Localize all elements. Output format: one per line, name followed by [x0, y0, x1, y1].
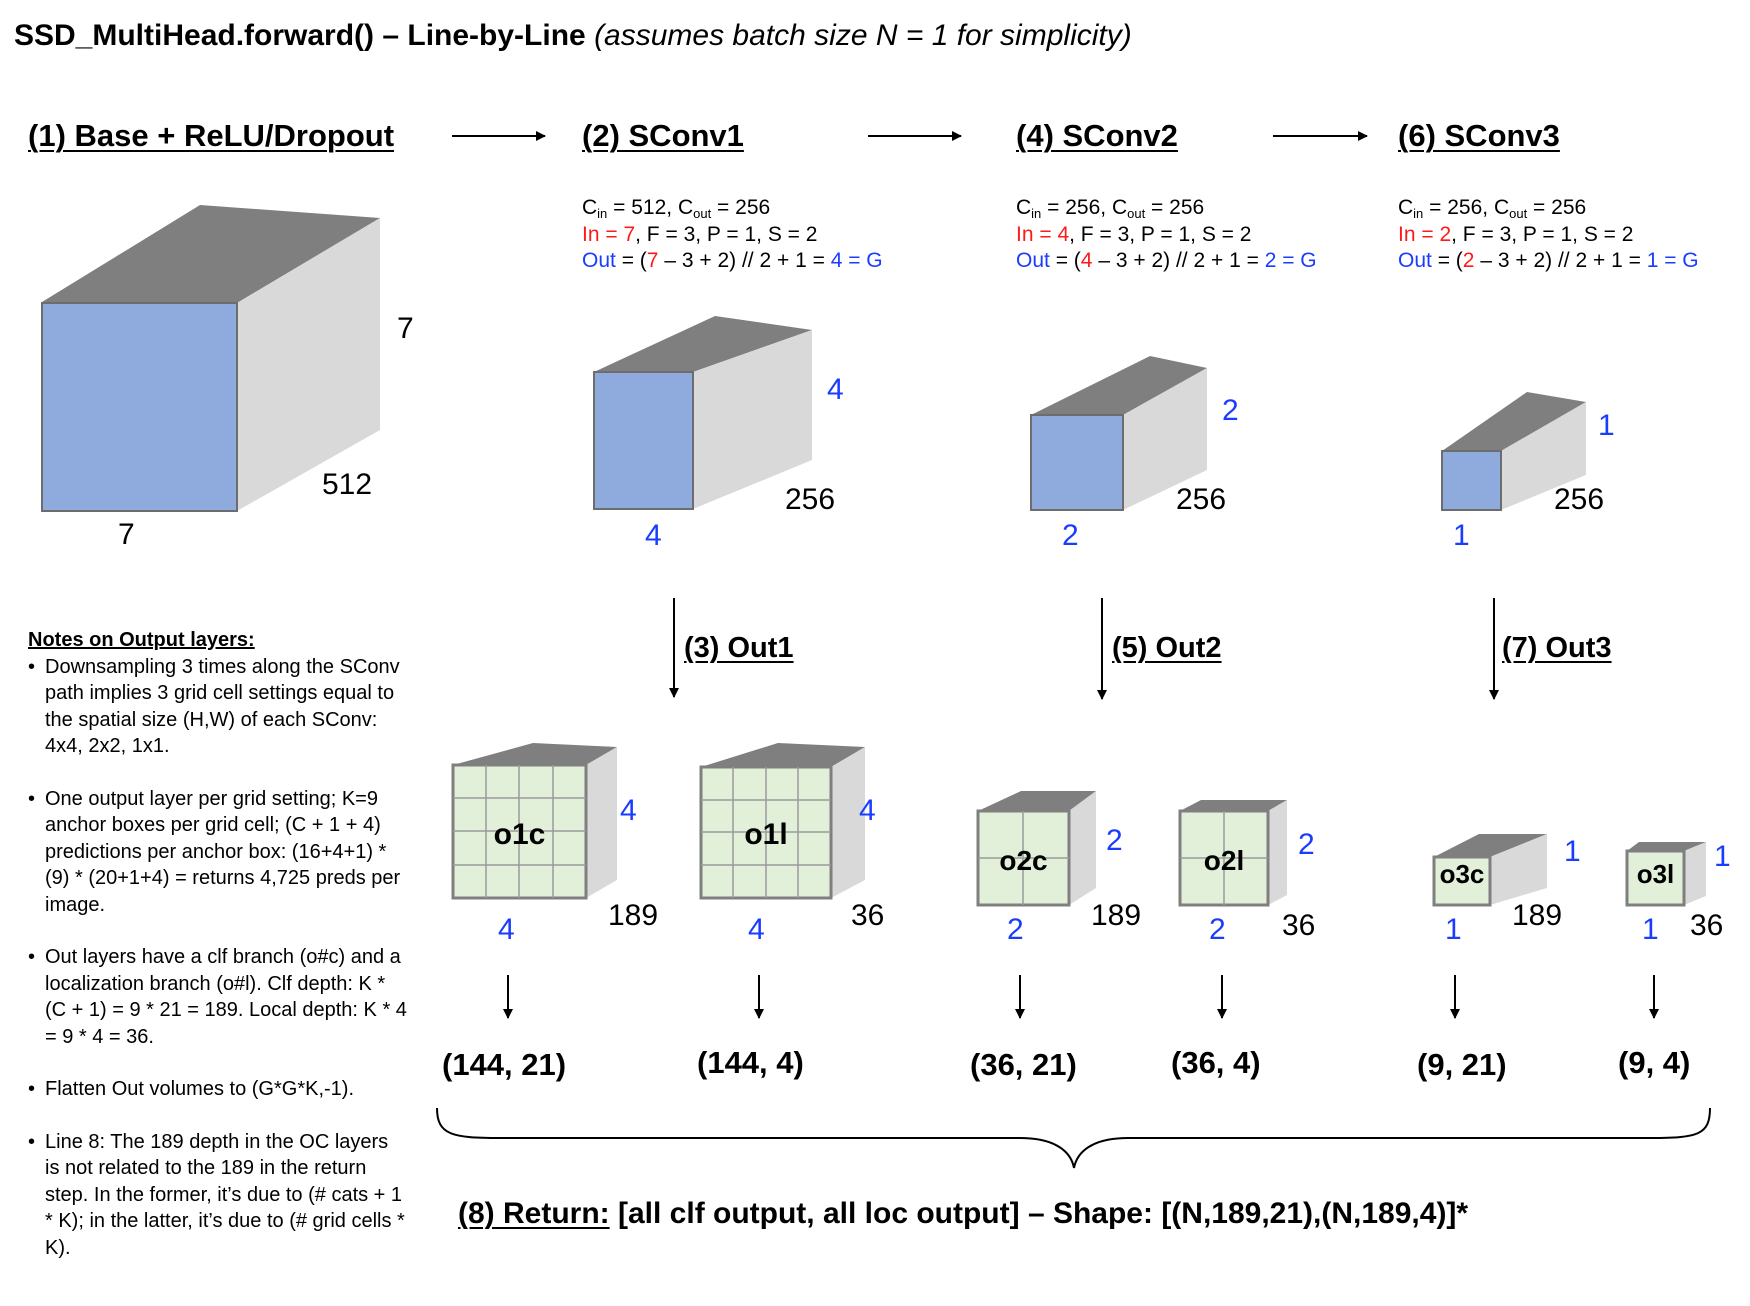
o3l-shape: (9, 4) [1618, 1045, 1691, 1080]
note-item: Downsampling 3 times along the SConv pat… [28, 654, 408, 760]
sconv3-height-label: 1 [1598, 409, 1615, 442]
o2c-label: o2c [999, 845, 1048, 876]
sconv3-channels: Cin = 256, Cout = 256 [1398, 196, 1587, 221]
o3l-width-label: 1 [1642, 913, 1659, 946]
sconv3-heading: (6) SConv3 [1398, 118, 1560, 153]
sconv3-input-params: In = 2, F = 3, P = 1, S = 2 [1398, 223, 1634, 246]
note-item: One output layer per grid setting; K=9 a… [28, 786, 408, 919]
sconv2-volume [1030, 356, 1207, 511]
o1l-width-label: 4 [748, 913, 765, 946]
sconv2-output-formula: Out = (4 – 3 + 2) // 2 + 1 = 2 = G [1016, 249, 1317, 272]
o2c-volume [976, 791, 1096, 907]
out1-heading: (3) Out1 [684, 632, 794, 664]
base-heading: (1) Base + ReLU/Dropout [28, 118, 395, 153]
o1c-volume [451, 743, 617, 900]
o1c-width-label: 4 [498, 913, 515, 946]
base-volume [41, 205, 380, 512]
sconv2-channels: Cin = 256, Cout = 256 [1016, 196, 1205, 221]
note-item: Out layers have a clf branch (o#c) and a… [28, 944, 408, 1050]
return-text: [all clf output, all loc output] – Shape… [609, 1197, 1469, 1230]
sconv2-input-params: In = 4, F = 3, P = 1, S = 2 [1016, 223, 1252, 246]
page-title: SSD_MultiHead.forward() – Line-by-Line (… [14, 21, 1132, 51]
title-subtitle: (assumes batch size N = 1 for simplicity… [594, 19, 1132, 52]
grouping-brace [436, 1107, 1711, 1169]
out2-heading: (5) Out2 [1112, 632, 1222, 664]
sconv1-channels: Cin = 512, Cout = 256 [582, 196, 771, 221]
base-height-label: 7 [397, 312, 414, 345]
o1c-shape: (144, 21) [442, 1047, 567, 1082]
sconv1-height-label: 4 [827, 373, 844, 406]
sconv1-input-params: In = 7, F = 3, P = 1, S = 2 [582, 223, 818, 246]
sconv1-width-label: 4 [645, 519, 662, 552]
o1l-volume [699, 743, 865, 900]
out3-heading: (7) Out3 [1502, 632, 1612, 664]
notes-title: Notes on Output layers: [28, 629, 255, 651]
sconv2-height-label: 2 [1222, 394, 1239, 427]
o3l-depth-label: 36 [1690, 909, 1724, 942]
base-volume-side [237, 218, 380, 511]
note-item: Flatten Out volumes to (G*G*K,-1). [28, 1076, 408, 1103]
base-volume-top [42, 205, 380, 303]
o1l-depth-label: 36 [851, 899, 885, 932]
return-step: (8) Return: [all clf output, all loc out… [458, 1197, 1468, 1231]
base-volume-front [41, 302, 238, 512]
title-main: SSD_MultiHead.forward() – Line-by-Line [14, 19, 586, 52]
notes-panel: Notes on Output layers: Downsampling 3 t… [28, 627, 408, 1287]
o2l-label: o2l [1203, 845, 1245, 876]
o2c-height-label: 2 [1106, 824, 1123, 857]
sconv1-heading: (2) SConv1 [582, 118, 744, 153]
sconv2-heading: (4) SConv2 [1016, 118, 1178, 153]
o1l-label: o1l [744, 818, 788, 851]
o2l-shape: (36, 4) [1171, 1045, 1261, 1080]
o3c-depth-label: 189 [1512, 899, 1563, 932]
base-width-label: 7 [118, 518, 135, 551]
return-label: (8) Return: [458, 1197, 610, 1230]
o2c-depth-label: 189 [1091, 899, 1142, 932]
notes-list: Downsampling 3 times along the SConv pat… [28, 654, 408, 1262]
sconv2-width-label: 2 [1062, 519, 1079, 552]
o3c-label: o3c [1439, 859, 1485, 889]
o2l-depth-label: 36 [1282, 909, 1316, 942]
o2c-shape: (36, 21) [970, 1047, 1077, 1082]
sconv3-output-formula: Out = (2 – 3 + 2) // 2 + 1 = 1 = G [1398, 249, 1699, 272]
o1c-height-label: 4 [620, 794, 637, 827]
o3c-volume [1432, 834, 1547, 907]
o1c-depth-label: 189 [608, 899, 659, 932]
o2l-height-label: 2 [1298, 828, 1315, 861]
o1c-label: o1c [493, 818, 546, 851]
o3l-volume [1625, 842, 1706, 907]
o1l-height-label: 4 [859, 794, 876, 827]
o3l-label: o3l [1636, 859, 1675, 889]
o3l-height-label: 1 [1714, 840, 1731, 873]
sconv1-volume [593, 316, 812, 510]
sconv2-depth-label: 256 [1176, 483, 1227, 516]
o3c-height-label: 1 [1564, 835, 1581, 868]
sconv1-depth-label: 256 [785, 483, 836, 516]
o2l-width-label: 2 [1209, 913, 1226, 946]
o1l-shape: (144, 4) [697, 1045, 804, 1080]
sconv3-width-label: 1 [1453, 519, 1470, 552]
base-depth-label: 512 [322, 468, 373, 501]
sconv3-depth-label: 256 [1554, 483, 1605, 516]
o2l-volume [1178, 800, 1287, 907]
sconv3-volume [1441, 392, 1586, 511]
o2c-width-label: 2 [1007, 913, 1024, 946]
o3c-shape: (9, 21) [1417, 1047, 1507, 1082]
note-item: Line 8: The 189 depth in the OC layers i… [28, 1129, 408, 1262]
o3c-width-label: 1 [1445, 913, 1462, 946]
sconv1-output-formula: Out = (7 – 3 + 2) // 2 + 1 = 4 = G [582, 249, 883, 272]
